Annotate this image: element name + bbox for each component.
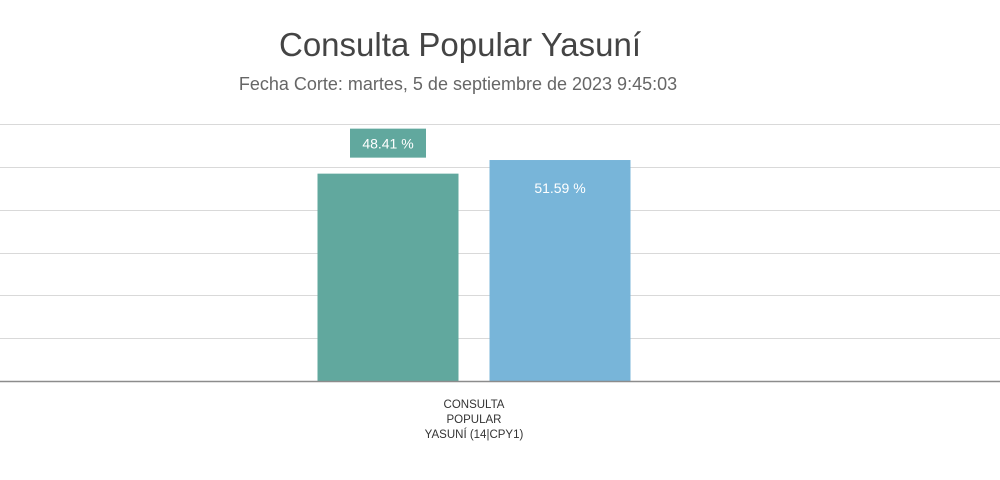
bar — [489, 160, 631, 381]
x-tick-label: CONSULTA POPULAR YASUNÍ (14|CPY1) — [425, 399, 524, 441]
chart-title: Consulta Popular Yasuní — [278, 26, 642, 63]
bar — [317, 173, 459, 381]
data-label: 51.59 % — [534, 180, 585, 196]
chart-subtitle: Fecha Corte: martes, 5 de septiembre de … — [238, 74, 678, 94]
data-label-box — [350, 128, 426, 158]
data-label: 48.41 % — [362, 136, 413, 152]
